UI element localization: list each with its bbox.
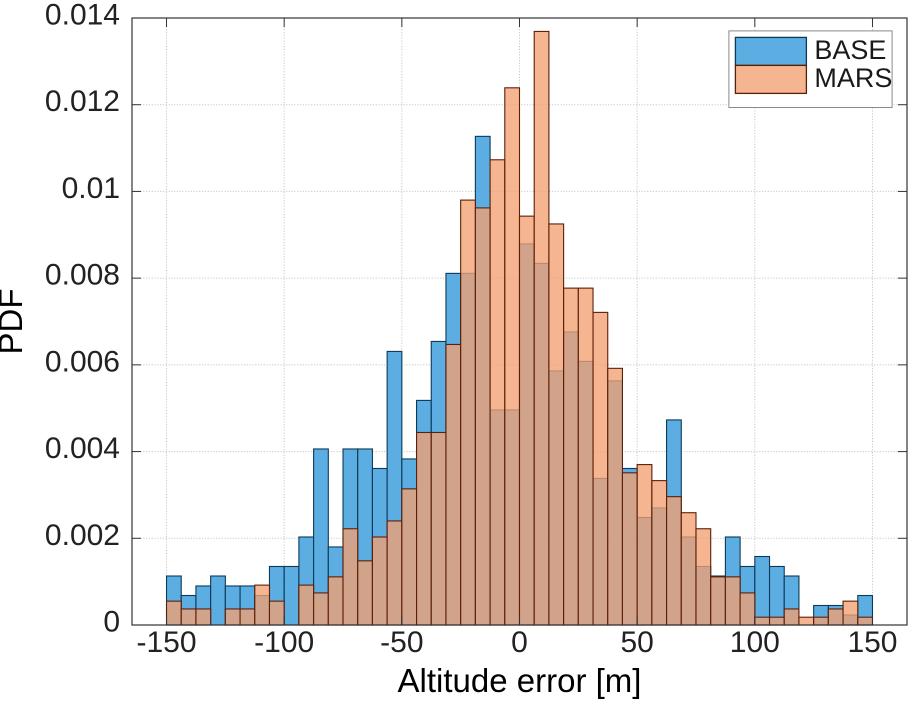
svg-text:0.008: 0.008 bbox=[45, 259, 120, 292]
svg-text:150: 150 bbox=[847, 626, 897, 659]
svg-text:Altitude error [m]: Altitude error [m] bbox=[398, 662, 642, 699]
svg-text:-100: -100 bbox=[254, 626, 314, 659]
svg-text:MARS: MARS bbox=[814, 63, 892, 93]
svg-text:0.01: 0.01 bbox=[62, 172, 120, 205]
svg-text:0: 0 bbox=[511, 626, 528, 659]
svg-text:-150: -150 bbox=[136, 626, 196, 659]
svg-text:-50: -50 bbox=[380, 626, 423, 659]
svg-text:0.002: 0.002 bbox=[45, 519, 120, 552]
svg-text:0.004: 0.004 bbox=[45, 432, 120, 465]
svg-text:0.012: 0.012 bbox=[45, 85, 120, 118]
svg-text:0: 0 bbox=[103, 606, 120, 639]
svg-text:100: 100 bbox=[730, 626, 780, 659]
svg-text:BASE: BASE bbox=[814, 35, 886, 65]
svg-text:50: 50 bbox=[620, 626, 653, 659]
svg-text:0.006: 0.006 bbox=[45, 345, 120, 378]
svg-text:0.014: 0.014 bbox=[45, 0, 120, 32]
svg-text:PDF: PDF bbox=[0, 289, 29, 355]
